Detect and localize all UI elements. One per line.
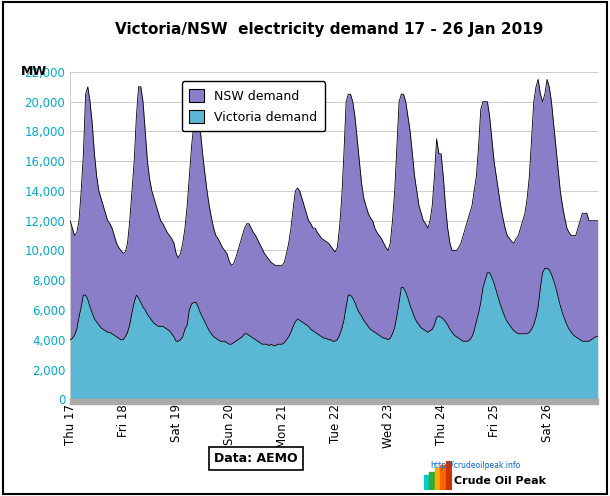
Text: Crude Oil Peak: Crude Oil Peak	[454, 476, 546, 486]
Text: http://crudeoilpeak.info: http://crudeoilpeak.info	[431, 461, 521, 470]
Bar	[70, 399, 598, 404]
Text: Victoria/NSW  electricity demand 17 - 26 Jan 2019: Victoria/NSW electricity demand 17 - 26 …	[115, 22, 544, 37]
Text: MW: MW	[21, 65, 48, 78]
Text: Data: AEMO: Data: AEMO	[214, 452, 298, 465]
Legend: NSW demand, Victoria demand: NSW demand, Victoria demand	[182, 81, 325, 131]
